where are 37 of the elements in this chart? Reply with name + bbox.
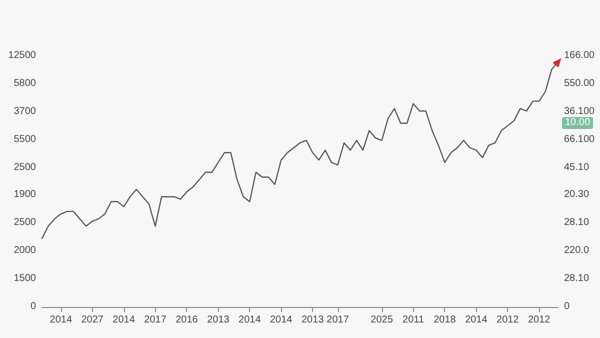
text: 0 bbox=[30, 301, 36, 313]
x-tick-label: 2014 bbox=[465, 314, 488, 326]
text: 1900 bbox=[14, 189, 36, 202]
x-tick-label: 2027 bbox=[81, 314, 104, 326]
text: 45.10 bbox=[564, 162, 590, 174]
x-tick-label: 2012 bbox=[496, 314, 520, 326]
x-tick-label: 2013 bbox=[207, 314, 230, 326]
text: 550.00 bbox=[564, 78, 595, 90]
x-tick-label: 2014 bbox=[112, 314, 136, 326]
x-tick-label: 2013 bbox=[301, 314, 324, 326]
text: 2500 bbox=[14, 217, 36, 230]
text: 220.0 bbox=[564, 245, 590, 258]
x-tick-label: 2014 bbox=[50, 314, 72, 326]
text: 5500 bbox=[14, 134, 36, 146]
x-tick-label: 2012 bbox=[528, 314, 551, 326]
text: 2500 bbox=[14, 162, 36, 174]
x-tick-label: 2014 bbox=[238, 314, 262, 326]
text: 20.30 bbox=[564, 189, 590, 202]
x-tick-label: 2018 bbox=[434, 314, 456, 326]
text: 10.00 bbox=[562, 117, 594, 129]
text: 0 bbox=[564, 301, 570, 313]
text: 12500 bbox=[8, 50, 36, 62]
text: 28.10 bbox=[564, 217, 590, 230]
text: 2000 bbox=[14, 245, 36, 258]
x-tick-label: 2014 bbox=[270, 314, 293, 326]
text: 3700 bbox=[14, 106, 36, 118]
x-tick-label: 2017 bbox=[144, 314, 167, 326]
text: 66.100 bbox=[564, 134, 595, 146]
text: 1500 bbox=[14, 273, 36, 286]
x-tick-label: 2025 bbox=[370, 314, 394, 326]
x-tick-label: 2016 bbox=[176, 314, 198, 326]
x-tick-label: 2011 bbox=[402, 314, 424, 326]
text: 5800 bbox=[14, 78, 36, 90]
text: 28.10 bbox=[564, 273, 590, 286]
text: 36.100 bbox=[564, 106, 595, 118]
text: 166.00 bbox=[564, 50, 595, 62]
x-tick-label: 2017 bbox=[326, 314, 350, 326]
